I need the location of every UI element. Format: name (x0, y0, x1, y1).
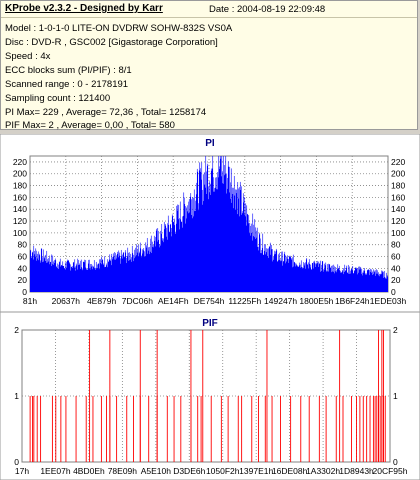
pi-ytick-left: 200 (13, 169, 27, 179)
info-line-model: Model : 1-0-1-0 LITE-ON DVDRW SOHW-832S … (5, 23, 233, 34)
pi-ytick-left: 220 (13, 157, 27, 167)
pif-xtick: A5E10h (141, 466, 172, 476)
scan-date: Date : 2004-08-19 22:09:48 (209, 4, 326, 15)
pi-ytick-right: 80 (391, 240, 401, 250)
pif-xtick: 1A3302h (306, 466, 340, 476)
pi-ytick-left: 0 (22, 287, 27, 297)
pi-ytick-left: 180 (13, 181, 27, 191)
info-line-disc: Disc : DVD-R , GSC002 [Gigastorage Corpo… (5, 37, 218, 48)
info-panel: KProbe v2.3.2 - Designed by Karr Date : … (0, 0, 418, 131)
pif-ytick-left: 0 (14, 457, 19, 467)
pif-ytick-left: 2 (14, 325, 19, 335)
pif-ytick-right: 0 (393, 457, 398, 467)
pi-ytick-left: 100 (13, 228, 27, 238)
pi-ytick-right: 60 (391, 252, 401, 262)
pif-grid (21, 329, 391, 463)
app-title: KProbe v2.3.2 - Designed by Karr (5, 3, 163, 14)
pi-ytick-right: 120 (391, 216, 405, 226)
pi-ytick-right: 20 (391, 275, 401, 285)
pi-xtick: 20637h (52, 296, 81, 306)
pi-xtick: DE754h (194, 296, 225, 306)
pi-ytick-left: 160 (13, 192, 27, 202)
pi-ytick-left: 140 (13, 204, 27, 214)
pif-chart: PIF 0 0 1 1 2 2 17h 1EE07h 4BD0Eh 78E09h A5E10h D3D… (0, 312, 420, 480)
pif-xtick: 1050F2h (206, 466, 240, 476)
pi-ytick-right: 140 (391, 204, 405, 214)
pi-chart-title: PI (205, 138, 215, 149)
pi-ytick-left: 60 (18, 252, 28, 262)
pi-ytick-left: 40 (18, 263, 28, 273)
pif-ytick-right: 2 (393, 325, 398, 335)
pif-xtick: D3DE6h (173, 466, 205, 476)
pi-xtick: 81h (23, 296, 37, 306)
pi-xtick: 4E879h (87, 296, 117, 306)
pi-xtick: 11225Fh (228, 296, 261, 306)
pif-ytick-right: 1 (393, 391, 398, 401)
pif-xtick: 78E09h (108, 466, 138, 476)
pi-xtick: 1800E5h (299, 296, 333, 306)
pi-ytick-right: 40 (391, 263, 401, 273)
info-line-range: Scanned range : 0 - 2178191 (5, 79, 129, 90)
pi-xtick: 1B6F24h (335, 296, 370, 306)
info-line-pi-stats: PI Max= 229 , Average= 72,36 , Total= 12… (5, 107, 207, 118)
pif-xtick: 1EE07h (40, 466, 71, 476)
pif-xtick: 1D8943h (339, 466, 374, 476)
pif-xtick: 4BD0Eh (73, 466, 105, 476)
info-line-pif-stats: PIF Max= 2 , Average= 0,00 , Total= 580 (5, 120, 175, 131)
info-line-speed: Speed : 4x (5, 51, 51, 62)
pi-ytick-left: 20 (18, 275, 28, 285)
pif-chart-title: PIF (202, 318, 218, 329)
pi-xtick: 7DC06h (122, 296, 153, 306)
pi-ytick-right: 0 (391, 287, 396, 297)
pif-xtick: 17h (15, 466, 29, 476)
pi-ytick-left: 80 (18, 240, 28, 250)
pif-xtick: 1397E1h (239, 466, 273, 476)
pif-xtick: 16DE08h (272, 466, 308, 476)
pi-ytick-right: 220 (391, 157, 405, 167)
pi-series (29, 156, 389, 292)
header-divider (1, 17, 417, 18)
pif-ytick-left: 1 (14, 391, 19, 401)
pi-ytick-left: 120 (13, 216, 27, 226)
pif-xtick: 20CF95h (373, 466, 408, 476)
info-line-ecc: ECC blocks sum (PI/PIF) : 8/1 (5, 65, 132, 76)
pi-xtick: AE14Fh (158, 296, 189, 306)
info-line-sampling: Sampling count : 121400 (5, 93, 111, 104)
pi-ytick-right: 200 (391, 169, 405, 179)
pi-ytick-right: 160 (391, 192, 405, 202)
pi-xtick: 149247h (264, 296, 297, 306)
pi-xtick: 1EDE03h (370, 296, 407, 306)
pi-ytick-right: 180 (391, 181, 405, 191)
pi-ytick-right: 100 (391, 228, 405, 238)
pif-series (29, 330, 386, 462)
